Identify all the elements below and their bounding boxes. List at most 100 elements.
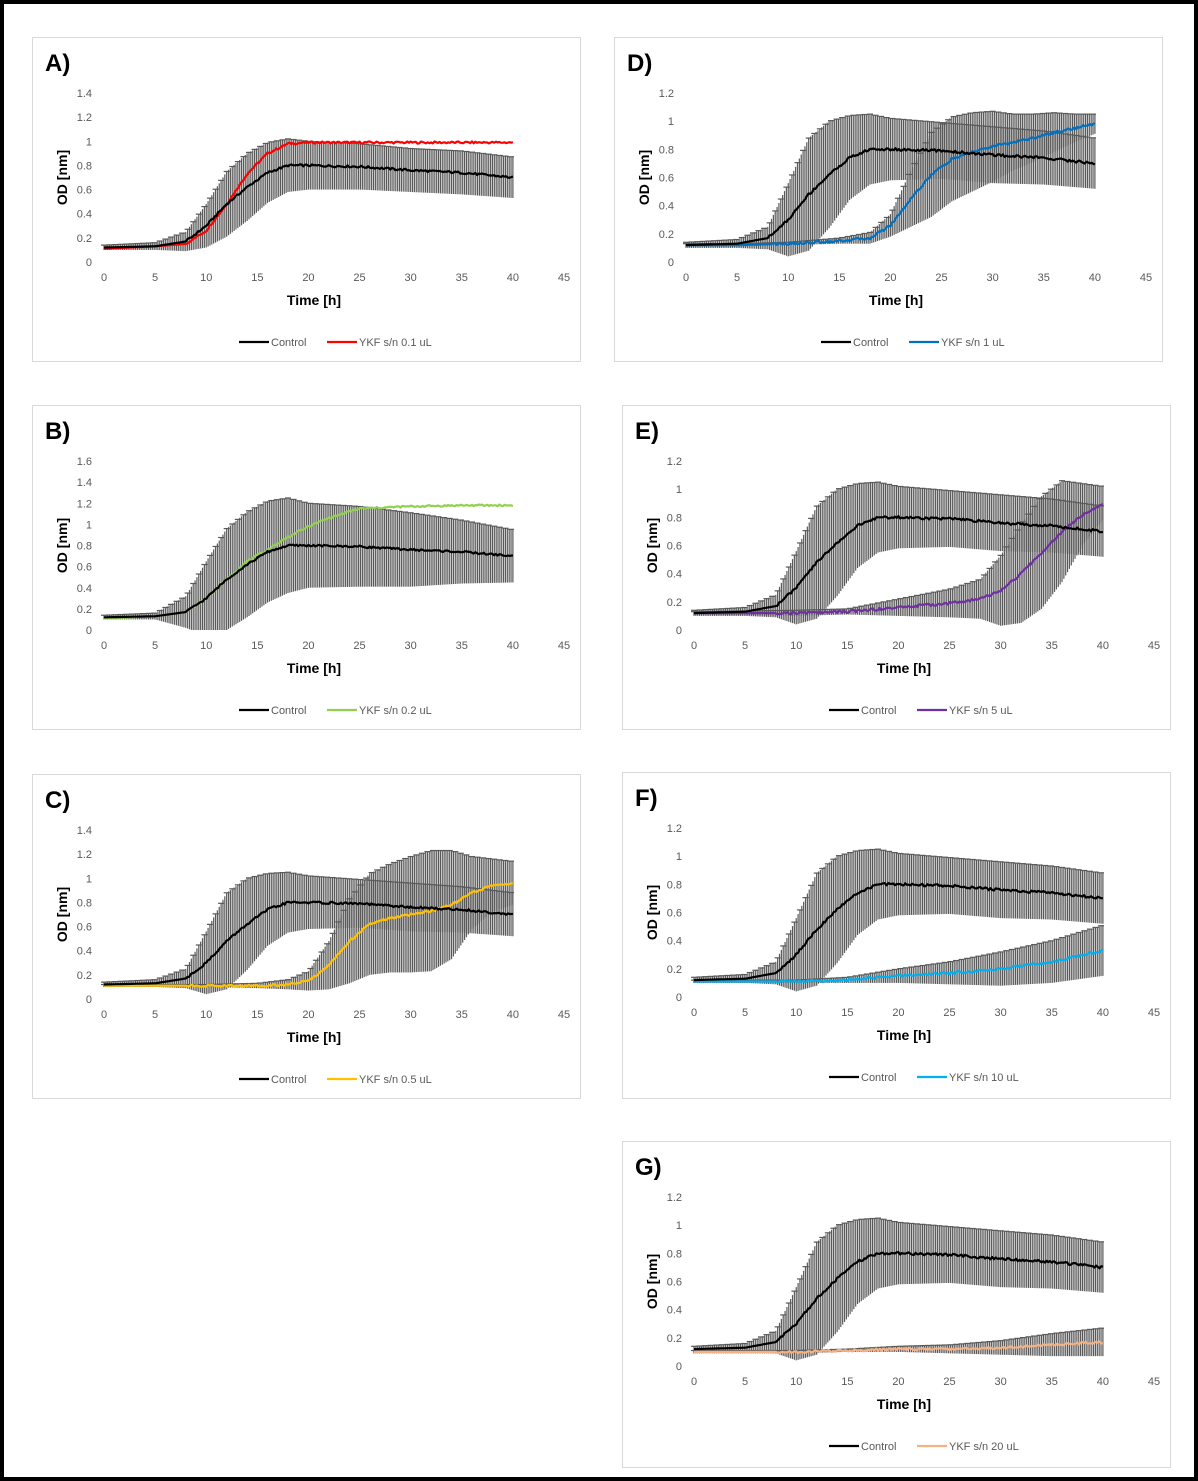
y-tick-label: 0.8 — [77, 897, 92, 909]
x-tick-label: 40 — [507, 1009, 519, 1021]
x-tick-label: 25 — [353, 640, 365, 652]
chart-svg: D) 0 0.2 0.4 0.6 0.8 1 1.2 0 5 10 15 20 25 30 35 40 45 Tim… — [627, 50, 1152, 349]
panel-label: C) — [45, 787, 70, 814]
x-axis-label: Time [h] — [287, 292, 341, 308]
y-tick-label: 0.2 — [77, 970, 92, 982]
legend-label: Control — [861, 1441, 896, 1453]
legend-label: YKF s/n 0.5 uL — [359, 1074, 432, 1086]
panel-g: G) 0 0.2 0.4 0.6 0.8 1 1.2 0 5 10 15 20 25 30 35 40 45 Tim… — [622, 1141, 1171, 1468]
y-tick-label: 0 — [668, 257, 674, 269]
panel-a: A) 0 0.2 0.4 0.6 0.8 1 1.2 1.4 0 5 10 15 20 25 30 35 40 45… — [32, 37, 581, 362]
x-tick-label: 20 — [302, 272, 314, 284]
x-tick-label: 40 — [507, 640, 519, 652]
x-tick-label: 25 — [353, 1009, 365, 1021]
legend-label: Control — [271, 705, 306, 717]
y-tick-label: 1.2 — [77, 498, 92, 510]
series-line — [694, 515, 1104, 615]
x-tick-label: 15 — [833, 272, 845, 284]
chart-svg: B) 0 0.2 0.4 0.6 0.8 1 1.2 1.4 1.6 0 5 10 15 20 25 30 35 4… — [45, 418, 570, 717]
x-tick-label: 10 — [200, 1009, 212, 1021]
y-tick-label: 1.2 — [667, 1192, 682, 1204]
chart-svg: A) 0 0.2 0.4 0.6 0.8 1 1.2 1.4 0 5 10 15 20 25 30 35 40 45… — [45, 50, 570, 349]
y-tick-label: 0.4 — [77, 946, 92, 958]
y-tick-label: 0.4 — [667, 569, 682, 581]
x-axis-label: Time [h] — [287, 660, 341, 676]
series-line — [694, 948, 1104, 984]
x-tick-label: 5 — [152, 1009, 158, 1021]
x-tick-label: 40 — [1097, 1007, 1109, 1019]
legend-label: YKF s/n 0.1 uL — [359, 337, 432, 349]
x-tick-label: 10 — [200, 272, 212, 284]
x-axis-label: Time [h] — [869, 292, 923, 308]
y-tick-label: 1.6 — [77, 456, 92, 468]
x-tick-label: 30 — [405, 640, 417, 652]
error-bars — [101, 138, 515, 252]
y-tick-label: 0.6 — [77, 562, 92, 574]
y-tick-label: 0.4 — [659, 201, 674, 213]
y-axis-label: OD [nm] — [644, 518, 660, 573]
x-tick-label: 40 — [1097, 640, 1109, 652]
x-tick-label: 30 — [405, 1009, 417, 1021]
y-tick-label: 1 — [86, 519, 92, 531]
y-tick-label: 1.2 — [77, 849, 92, 861]
x-tick-label: 0 — [683, 272, 689, 284]
x-tick-label: 25 — [353, 272, 365, 284]
legend-label: Control — [861, 1072, 896, 1084]
chart-svg: G) 0 0.2 0.4 0.6 0.8 1 1.2 0 5 10 15 20 25 30 35 40 45 Tim… — [635, 1154, 1160, 1453]
y-tick-label: 1 — [676, 851, 682, 863]
y-tick-label: 1.4 — [77, 477, 92, 489]
y-tick-label: 0 — [86, 257, 92, 269]
x-tick-label: 20 — [892, 640, 904, 652]
y-tick-label: 0.4 — [667, 936, 682, 948]
series-line — [694, 503, 1104, 616]
y-axis-label: OD [nm] — [644, 1254, 660, 1309]
series-line — [694, 1340, 1103, 1355]
y-tick-label: 1 — [676, 1220, 682, 1232]
x-tick-label: 20 — [892, 1376, 904, 1388]
x-tick-label: 35 — [1038, 272, 1050, 284]
panel-label: A) — [45, 50, 70, 77]
y-tick-label: 0.4 — [77, 209, 92, 221]
y-tick-label: 1.4 — [77, 88, 92, 100]
x-tick-label: 15 — [841, 1007, 853, 1019]
y-axis-label: OD [nm] — [54, 518, 70, 573]
x-tick-label: 45 — [1148, 640, 1160, 652]
y-tick-label: 0.6 — [77, 922, 92, 934]
y-tick-label: 1 — [668, 116, 674, 128]
y-tick-label: 0.4 — [77, 583, 92, 595]
x-tick-label: 45 — [1148, 1376, 1160, 1388]
panel-label: F) — [635, 785, 658, 812]
chart-svg: F) 0 0.2 0.4 0.6 0.8 1 1.2 0 5 10 15 20 25 30 35 40 45 Tim… — [635, 785, 1160, 1084]
x-tick-label: 25 — [935, 272, 947, 284]
series-line — [694, 1250, 1104, 1351]
x-tick-label: 45 — [1148, 1007, 1160, 1019]
panel-c: C) 0 0.2 0.4 0.6 0.8 1 1.2 1.4 0 5 10 15 20 25 30 35 40 45… — [32, 774, 581, 1099]
y-axis-label: OD [nm] — [54, 150, 70, 205]
y-tick-label: 0.8 — [667, 512, 682, 524]
x-tick-label: 45 — [1140, 272, 1152, 284]
x-tick-label: 5 — [734, 272, 740, 284]
x-tick-label: 35 — [456, 640, 468, 652]
legend-label: Control — [861, 705, 896, 717]
x-tick-label: 20 — [302, 640, 314, 652]
y-axis-label: OD [nm] — [636, 150, 652, 205]
x-tick-label: 30 — [405, 272, 417, 284]
x-tick-label: 0 — [691, 1007, 697, 1019]
y-tick-label: 0.6 — [667, 541, 682, 553]
series-line — [104, 900, 514, 986]
panel-label: D) — [627, 50, 652, 77]
y-tick-label: 1.2 — [659, 88, 674, 100]
chart-svg: C) 0 0.2 0.4 0.6 0.8 1 1.2 1.4 0 5 10 15 20 25 30 35 40 45… — [45, 787, 570, 1086]
x-tick-label: 0 — [691, 640, 697, 652]
x-tick-label: 20 — [884, 272, 896, 284]
x-tick-label: 35 — [1046, 640, 1058, 652]
x-axis-label: Time [h] — [877, 1396, 931, 1412]
series-line — [686, 122, 1096, 247]
x-tick-label: 5 — [742, 640, 748, 652]
x-tick-label: 5 — [152, 640, 158, 652]
series-line — [104, 543, 514, 619]
x-tick-label: 10 — [782, 272, 794, 284]
y-tick-label: 0.2 — [77, 604, 92, 616]
y-tick-label: 0.8 — [77, 160, 92, 172]
y-tick-label: 1.2 — [77, 112, 92, 124]
